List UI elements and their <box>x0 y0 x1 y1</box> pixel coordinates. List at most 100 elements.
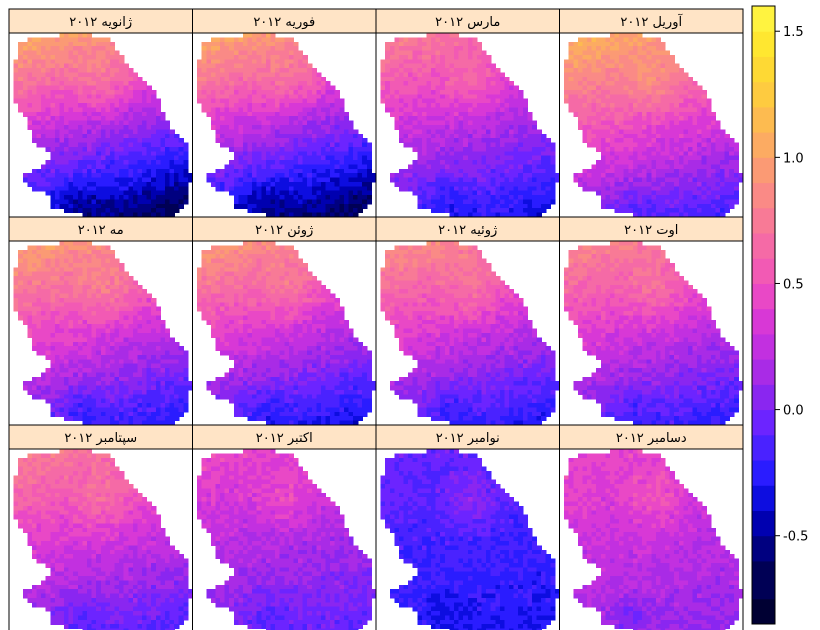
raster-cell <box>440 186 446 192</box>
raster-cell <box>509 164 515 170</box>
raster-cell <box>137 138 143 144</box>
raster-cell <box>614 173 620 179</box>
raster-cell <box>609 168 616 174</box>
raster-cell <box>109 68 116 74</box>
raster-cell <box>50 168 56 174</box>
raster-cell <box>389 173 395 179</box>
raster-cell <box>421 94 428 100</box>
raster-cell <box>642 146 648 152</box>
raster-cell <box>591 173 597 179</box>
raster-cell <box>242 142 249 148</box>
raster-cell <box>421 203 428 209</box>
raster-cell <box>637 111 643 117</box>
raster-cell <box>119 94 125 100</box>
raster-cell <box>100 72 106 78</box>
raster-cell <box>284 195 290 201</box>
raster-cell <box>45 85 51 91</box>
raster-cell <box>614 146 620 152</box>
raster-cell <box>50 190 56 196</box>
raster-cell <box>394 37 400 43</box>
raster-cell <box>683 76 689 82</box>
raster-cell <box>261 177 267 183</box>
raster-cell <box>311 94 317 100</box>
raster-cell <box>96 138 102 144</box>
raster-cell <box>733 177 740 183</box>
raster-cell <box>421 41 428 47</box>
raster-cell <box>128 125 134 130</box>
raster-cell <box>646 181 652 187</box>
raster-cell <box>59 63 65 69</box>
raster-cell <box>444 76 450 82</box>
raster-cell <box>330 181 336 187</box>
raster-cell <box>109 50 116 56</box>
raster-cell <box>380 68 386 74</box>
raster-cell <box>660 181 666 187</box>
raster-cell <box>275 151 281 157</box>
raster-cell <box>68 262 74 268</box>
raster-cell <box>279 81 285 87</box>
raster-cell <box>256 116 262 122</box>
raster-cell <box>412 120 418 126</box>
panel: فوریه ۲۰۱۲ <box>192 8 377 218</box>
raster-cell <box>348 146 354 152</box>
raster-cell <box>623 195 629 201</box>
raster-cell <box>614 125 620 130</box>
raster-cell <box>499 103 506 109</box>
raster-cell <box>499 81 506 87</box>
raster-cell <box>518 138 524 144</box>
raster-cell <box>481 129 487 135</box>
raster-cell <box>174 177 180 183</box>
raster-cell <box>261 138 267 144</box>
raster-cell <box>504 151 510 157</box>
raster-cell <box>27 94 33 100</box>
raster-cell <box>651 103 657 109</box>
raster-cell <box>270 68 276 74</box>
raster-cell <box>325 116 331 122</box>
raster-cell <box>637 98 643 104</box>
raster-cell <box>619 181 625 187</box>
raster-cell <box>614 111 620 117</box>
raster-cell <box>706 208 712 214</box>
raster-cell <box>513 116 519 122</box>
raster-cell <box>77 195 83 201</box>
raster-cell <box>476 155 483 161</box>
raster-cell <box>242 81 249 87</box>
raster-cell <box>96 203 102 209</box>
raster-cell <box>137 103 143 109</box>
raster-cell <box>64 54 70 60</box>
raster-cell <box>499 129 506 135</box>
raster-cell <box>453 129 460 135</box>
raster-cell <box>288 186 295 192</box>
raster-cell <box>426 138 432 144</box>
raster-cell <box>31 94 38 100</box>
raster-cell <box>270 54 276 60</box>
raster-cell <box>715 181 721 187</box>
raster-cell <box>155 186 161 192</box>
raster-cell <box>706 138 712 144</box>
raster-cell <box>577 76 584 82</box>
raster-cell <box>362 142 368 148</box>
raster-cell <box>458 46 464 52</box>
raster-cell <box>41 133 47 139</box>
raster-cell <box>458 199 464 205</box>
raster-cell <box>440 160 446 166</box>
raster-cell <box>609 94 616 100</box>
raster-cell <box>490 107 496 113</box>
raster-cell <box>59 142 65 148</box>
raster-cell <box>403 94 409 100</box>
raster-cell <box>449 37 455 43</box>
raster-cell <box>114 103 120 109</box>
raster-cell <box>573 173 579 179</box>
raster-cell <box>54 177 61 183</box>
raster-cell <box>302 116 308 122</box>
raster-cell <box>270 125 276 130</box>
raster-cell <box>609 151 616 157</box>
raster-cell <box>238 50 244 56</box>
raster-cell <box>220 89 226 95</box>
raster-cell <box>275 164 281 170</box>
raster-cell <box>353 208 359 214</box>
raster-cell <box>628 116 634 122</box>
raster-cell <box>417 133 423 139</box>
raster-cell <box>325 173 331 179</box>
raster-cell <box>279 72 285 78</box>
